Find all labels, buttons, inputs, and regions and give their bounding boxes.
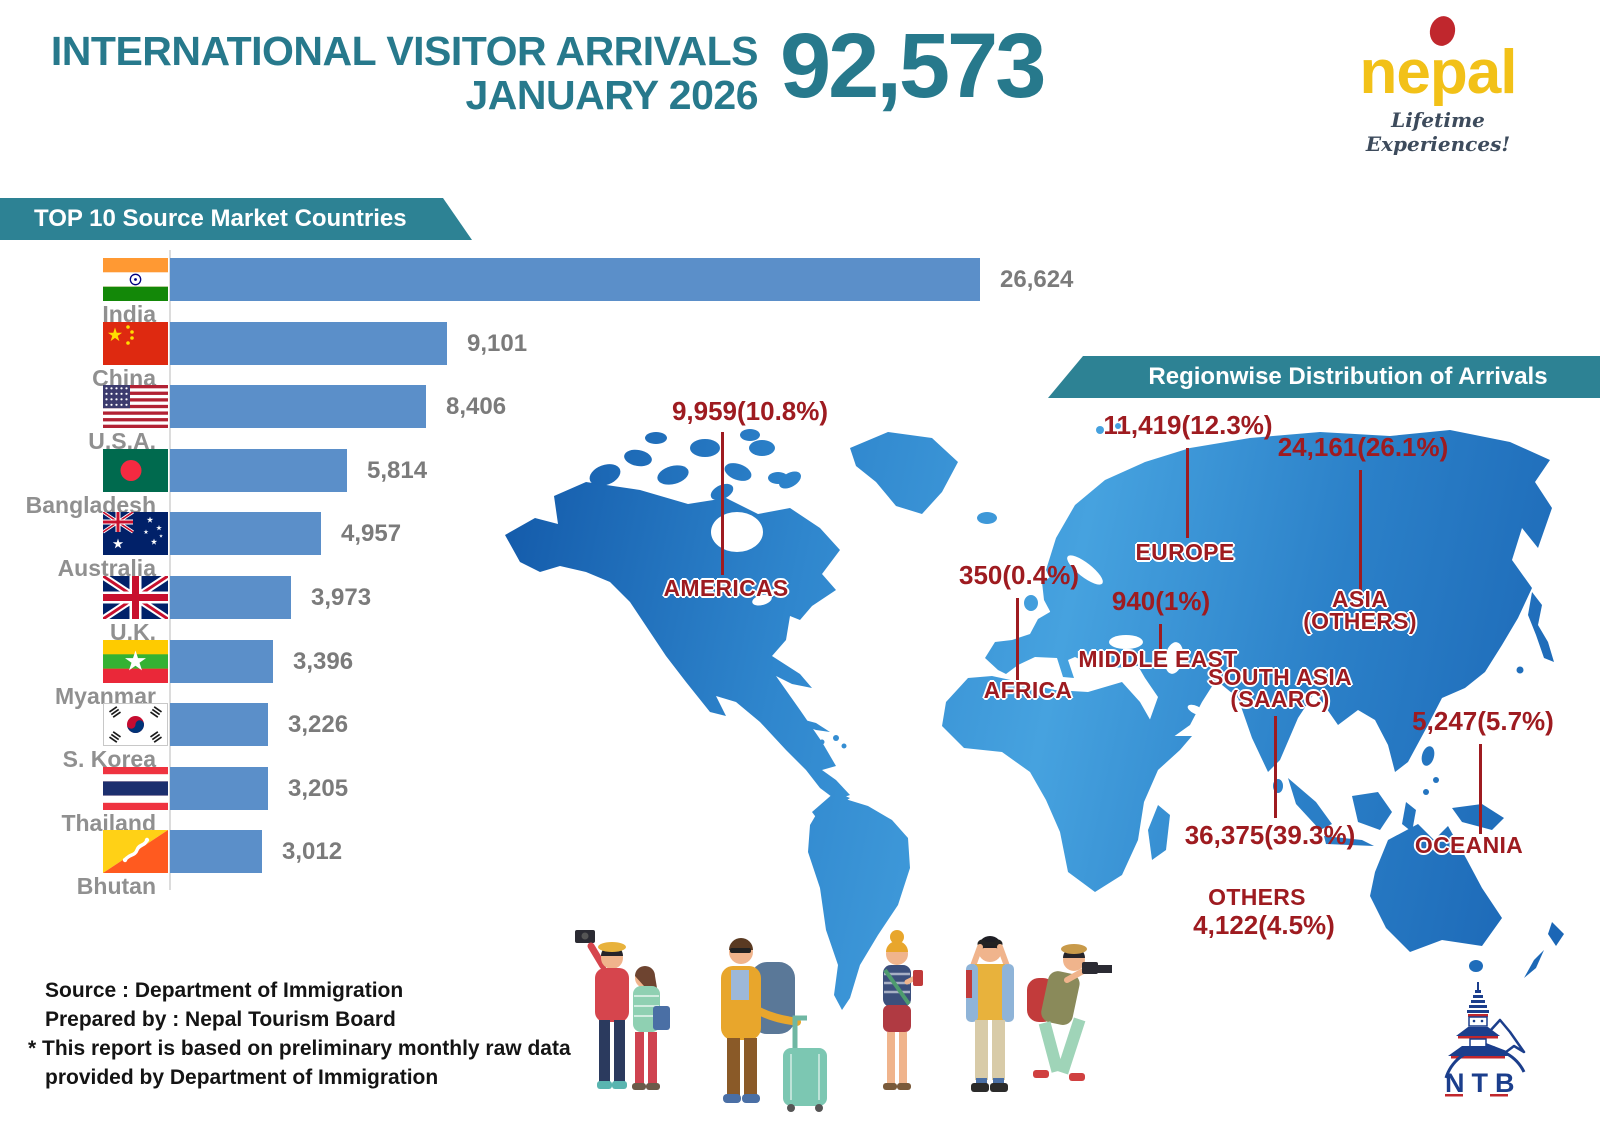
country-row-india: 26,624 India: [0, 258, 1120, 327]
myanmar-flag-icon: [103, 639, 168, 683]
country-row-usa: 8,406 U.S.A.: [0, 385, 1120, 454]
bar-value: 3,396: [293, 647, 354, 675]
bar-india: [170, 258, 980, 301]
total-arrivals: 92,573: [780, 15, 1046, 117]
source-notes: Source : Department of Immigration Prepa…: [28, 976, 571, 1092]
bar-bhutan: [170, 830, 262, 874]
region-label: OTHERS: [1208, 884, 1306, 910]
region-pointer-line: [1358, 470, 1362, 592]
region-value: 940(1%): [1111, 586, 1211, 616]
bar-value: 3,973: [311, 584, 372, 611]
bangladesh-flag-icon: [103, 448, 168, 492]
thailand-flag-icon: [103, 766, 168, 810]
page-title: INTERNATIONAL VISITOR ARRIVALS JANUARY 2…: [0, 28, 759, 118]
top10-banner: TOP 10 Source Market Countries: [0, 198, 472, 240]
region-value: 24,161(26.1%): [1277, 432, 1449, 462]
region-pointer-line: [1478, 744, 1482, 834]
bhutan-flag-icon: [103, 830, 168, 874]
country-row-china: 9,101 China: [0, 321, 1120, 391]
region-label: AMERICAS: [663, 575, 789, 601]
title-line-2: JANUARY 2026: [465, 71, 758, 118]
region-value: 350(0.4%): [959, 560, 1079, 590]
region-value: 9,959(10.8%): [671, 396, 829, 426]
bar-value: 8,406: [446, 393, 507, 421]
usa-flag-icon: [103, 385, 168, 429]
skorea-flag-icon: [103, 703, 168, 747]
world-map: [505, 423, 1564, 1010]
note-line-1: * This report is based on preliminary mo…: [28, 1037, 571, 1060]
bar-value: 26,624: [1000, 266, 1074, 293]
bar-usa: [170, 385, 426, 429]
region-value: 11,419(12.3%): [1103, 410, 1273, 440]
man-with-binoculars: [966, 936, 1014, 1092]
country-row-skorea: 3,226 S. Korea: [0, 703, 1120, 772]
country-row-thailand: 3,205 Thailand: [0, 766, 1120, 836]
title-line-1: INTERNATIONAL VISITOR ARRIVALS: [50, 28, 759, 74]
region-value: 4,122(4.5%): [1193, 910, 1335, 940]
regions-banner: Regionwise Distribution of Arrivals: [1048, 356, 1600, 398]
region-label: SOUTH ASIA (SAARC): [1208, 664, 1352, 712]
region-pointer-line: [1015, 598, 1019, 680]
country-row-bhutan: 3,012 Bhutan: [0, 830, 1120, 899]
region-pointer-line: [720, 432, 724, 575]
region-label: ASIA (OTHERS): [1303, 586, 1417, 634]
region-pointer-line: [1273, 716, 1277, 818]
photographer: [1027, 944, 1112, 1081]
note-line-2: provided by Department of Immigration: [45, 1066, 439, 1089]
india-flag-icon: [103, 258, 168, 301]
nepal-logo-wordmark: nepal: [1359, 38, 1518, 107]
bar-skorea: [170, 703, 268, 747]
ntb-logo: NTB: [1444, 982, 1526, 1098]
region-label: OCEANIA: [1414, 832, 1524, 858]
woman-with-phone: [883, 930, 923, 1090]
top10-bar-chart: 26,624 India 9,101 China 8,406 U.S.A. 5,814 Ban…: [0, 258, 1120, 899]
country-row-uk: 3,973 U.K.: [0, 573, 1120, 645]
bar-uk: [170, 576, 291, 619]
bar-thailand: [170, 766, 268, 810]
region-pointer-line: [1185, 448, 1189, 538]
bar-value: 3,226: [288, 711, 349, 739]
region-pointer-line: [1158, 624, 1162, 650]
region-label: AFRICA: [983, 677, 1073, 703]
inland-seas: [711, 512, 1205, 716]
bar-china: [170, 321, 447, 365]
bar-value: 3,012: [282, 838, 343, 866]
bar-value: 5,814: [367, 456, 428, 484]
backpacker: [721, 938, 827, 1112]
bar-myanmar: [170, 639, 273, 683]
svg-text:NTB: NTB: [1445, 1068, 1522, 1098]
continents: [505, 423, 1564, 1010]
prepared-line: Prepared by : Nepal Tourism Board: [45, 1008, 396, 1031]
tourists-illustration: [575, 930, 1112, 1112]
country-label: Bhutan: [76, 873, 156, 900]
source-line: Source : Department of Immigration: [45, 979, 404, 1002]
uk-flag-icon: [101, 573, 170, 622]
selfie-couple: [575, 930, 670, 1090]
bar-bangladesh: [170, 448, 347, 492]
region-label: EUROPE: [1135, 539, 1235, 565]
bar-value: 4,957: [341, 520, 402, 548]
bar-australia: [170, 512, 321, 556]
nepal-logo: nepal Lifetime Experiences!: [1338, 13, 1538, 156]
nepal-logo-tagline: Lifetime Experiences!: [1365, 108, 1511, 156]
region-label: MIDDLE EAST: [1078, 646, 1238, 672]
bar-value: 9,101: [467, 329, 528, 357]
australia-flag-icon: [102, 510, 168, 556]
chart-axis-line: [169, 250, 171, 890]
region-value: 36,375(39.3%): [1184, 820, 1356, 850]
region-value: 5,247(5.7%): [1412, 706, 1554, 736]
china-flag-icon: [103, 321, 168, 365]
bar-value: 3,205: [288, 774, 349, 802]
